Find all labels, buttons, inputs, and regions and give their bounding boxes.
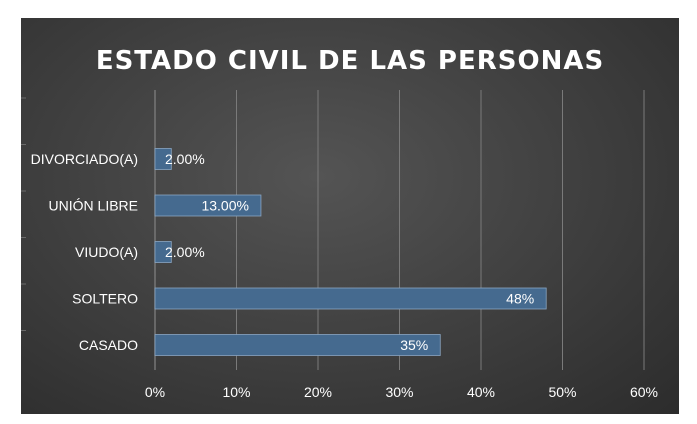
data-label: 2.00%: [165, 244, 205, 260]
x-tick-label: 0%: [145, 384, 165, 400]
bar: [154, 241, 172, 263]
category-label: CASADO: [79, 337, 138, 353]
bar: [154, 287, 547, 310]
data-label: 2.00%: [165, 151, 205, 167]
data-label: 35%: [400, 337, 428, 353]
category-label: UNIÓN LIBRE: [49, 198, 138, 214]
x-tick-label: 40%: [467, 384, 495, 400]
bar: [154, 334, 441, 356]
category-label: VIUDO(A): [75, 244, 138, 260]
x-tick-label: 60%: [630, 384, 658, 400]
chart-title: ESTADO CIVIL DE LAS PERSONAS: [95, 46, 605, 76]
category-label: SOLTERO: [72, 291, 138, 307]
bar: [154, 194, 262, 217]
x-tick-label: 20%: [304, 384, 332, 400]
data-label: 48%: [506, 291, 534, 307]
bar: [154, 148, 172, 170]
bar-chart: 0% 10% 20% 30% 40% 50% 60% DIVORCIADO(A) 2.00% UN…: [21, 90, 658, 400]
data-label: 13.00%: [201, 198, 248, 214]
x-tick-label: 30%: [385, 384, 413, 400]
chart-panel: ESTADO CIVIL DE LAS PERSONAS 0% 10% 20% 30%…: [21, 18, 679, 414]
x-tick-label: 10%: [222, 384, 250, 400]
x-tick-label: 50%: [548, 384, 576, 400]
category-label: DIVORCIADO(A): [31, 151, 138, 167]
